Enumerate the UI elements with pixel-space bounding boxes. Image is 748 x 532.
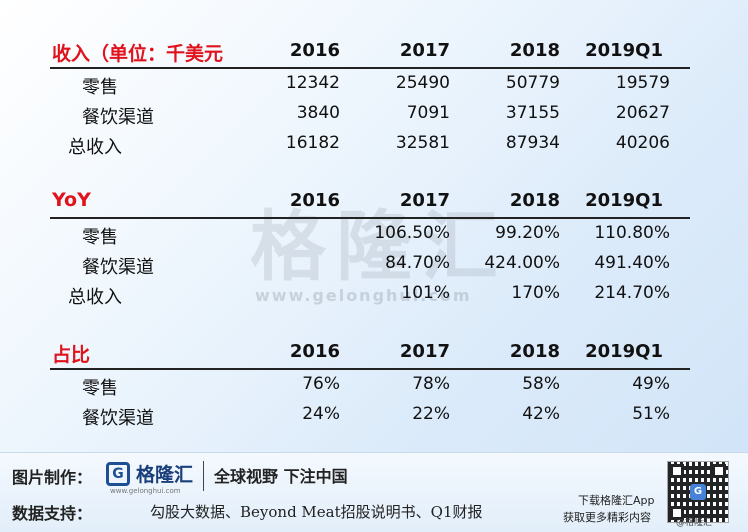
col-2017: 2017 bbox=[399, 40, 450, 61]
cell: 20627 bbox=[615, 103, 670, 123]
cell: 7091 bbox=[406, 103, 450, 123]
yoy-header: YoY 2016 2017 2018 2019Q1 bbox=[50, 188, 690, 219]
row-label: 零售 bbox=[82, 77, 118, 98]
share-header: 占比 2016 2017 2018 2019Q1 bbox=[50, 339, 690, 370]
yoy-table: YoY 2016 2017 2018 2019Q1 零售 106.50% 99.… bbox=[50, 188, 690, 309]
cell: 99.20% bbox=[495, 223, 560, 243]
cell: 25490 bbox=[395, 73, 450, 93]
col-2016: 2016 bbox=[289, 341, 340, 362]
col-2019q1: 2019Q1 bbox=[585, 341, 663, 362]
cell: 106.50% bbox=[374, 223, 450, 243]
row-label: 餐饮渠道 bbox=[82, 257, 154, 278]
watermark: 格隆汇 bbox=[250, 202, 508, 291]
cell: 76% bbox=[302, 374, 340, 394]
logo-url: www.gelonghui.com bbox=[110, 487, 181, 495]
share-title: 占比 bbox=[52, 344, 91, 366]
qr-code-icon[interactable]: G bbox=[667, 461, 729, 523]
cell: 40206 bbox=[615, 133, 670, 153]
cell: 12342 bbox=[285, 73, 340, 93]
col-2018: 2018 bbox=[509, 40, 560, 61]
cell: 491.40% bbox=[594, 253, 670, 273]
row-label: 总收入 bbox=[68, 137, 122, 158]
col-2019q1: 2019Q1 bbox=[585, 190, 663, 211]
row-label: 零售 bbox=[82, 227, 118, 248]
table-row: 零售 76% 78% 58% 49% bbox=[50, 370, 690, 400]
row-label: 餐饮渠道 bbox=[82, 107, 154, 128]
cell: 170% bbox=[511, 283, 560, 303]
yoy-title: YoY bbox=[52, 189, 91, 211]
col-2016: 2016 bbox=[289, 40, 340, 61]
cell: 19579 bbox=[615, 73, 670, 93]
cell: 22% bbox=[412, 404, 450, 424]
cell: 87934 bbox=[505, 133, 560, 153]
col-2017: 2017 bbox=[399, 341, 450, 362]
col-2018: 2018 bbox=[509, 341, 560, 362]
cell: 101% bbox=[401, 283, 450, 303]
table-row: 餐饮渠道 24% 22% 42% 51% bbox=[50, 400, 690, 430]
col-2018: 2018 bbox=[509, 190, 560, 211]
cell: 214.70% bbox=[594, 283, 670, 303]
footer: 图片制作： G 格隆汇 www.gelonghui.com 全球视野 下注中国 … bbox=[0, 452, 748, 532]
table-row: 总收入 16182 32581 87934 40206 bbox=[50, 129, 690, 159]
cell: 50779 bbox=[505, 73, 560, 93]
cell: 110.80% bbox=[594, 223, 670, 243]
cell: 16182 bbox=[285, 133, 340, 153]
qr-corner bbox=[670, 506, 684, 520]
row-label: 总收入 bbox=[68, 287, 122, 308]
cell: 37155 bbox=[505, 103, 560, 123]
cell: 42% bbox=[522, 404, 560, 424]
cell: 84.70% bbox=[385, 253, 450, 273]
revenue-table: 收入（单位：千美元 2016 2017 2018 2019Q1 零售 12342… bbox=[50, 38, 690, 159]
table-row: 总收入 101% 170% 214.70% bbox=[50, 279, 690, 309]
col-2017: 2017 bbox=[399, 190, 450, 211]
cell: 32581 bbox=[395, 133, 450, 153]
source-text: 勾股大数据、Beyond Meat招股说明书、Q1财报 bbox=[150, 503, 483, 521]
qr-caption: @格隆汇 bbox=[676, 518, 713, 528]
table-row: 零售 106.50% 99.20% 110.80% bbox=[50, 219, 690, 249]
made-by-label: 图片制作： bbox=[12, 468, 93, 487]
table-row: 餐饮渠道 3840 7091 37155 20627 bbox=[50, 99, 690, 129]
cell: 424.00% bbox=[484, 253, 560, 273]
table-row: 餐饮渠道 84.70% 424.00% 491.40% bbox=[50, 249, 690, 279]
qr-corner bbox=[712, 464, 726, 478]
qr-logo-icon: G bbox=[690, 484, 706, 500]
cell: 24% bbox=[302, 404, 340, 424]
row-label: 餐饮渠道 bbox=[82, 408, 154, 429]
cell: 49% bbox=[632, 374, 670, 394]
cell: 51% bbox=[632, 404, 670, 424]
revenue-header: 收入（单位：千美元 2016 2017 2018 2019Q1 bbox=[50, 38, 690, 69]
gelonghui-logo-icon: G bbox=[106, 462, 130, 486]
row-label: 零售 bbox=[82, 378, 118, 399]
cell: 58% bbox=[522, 374, 560, 394]
col-2019q1: 2019Q1 bbox=[585, 40, 663, 61]
download-app-text: 下载格隆汇App bbox=[578, 494, 655, 507]
share-table: 占比 2016 2017 2018 2019Q1 零售 76% 78% 58% … bbox=[50, 339, 690, 430]
table-row: 零售 12342 25490 50779 19579 bbox=[50, 69, 690, 99]
source-label: 数据支持： bbox=[12, 504, 93, 523]
slogan: 全球视野 下注中国 bbox=[214, 467, 348, 486]
footer-divider bbox=[203, 461, 204, 491]
logo-text: 格隆汇 bbox=[136, 464, 194, 486]
col-2016: 2016 bbox=[289, 190, 340, 211]
cell: 78% bbox=[412, 374, 450, 394]
revenue-title: 收入（单位：千美元 bbox=[52, 43, 224, 65]
watermark-url: www.gelonghui.com bbox=[255, 286, 472, 305]
download-more-text: 获取更多精彩内容 bbox=[563, 511, 651, 524]
cell: 3840 bbox=[296, 103, 340, 123]
qr-corner bbox=[670, 464, 684, 478]
report-sheet: 格隆汇 www.gelonghui.com 收入（单位：千美元 2016 201… bbox=[50, 38, 690, 430]
